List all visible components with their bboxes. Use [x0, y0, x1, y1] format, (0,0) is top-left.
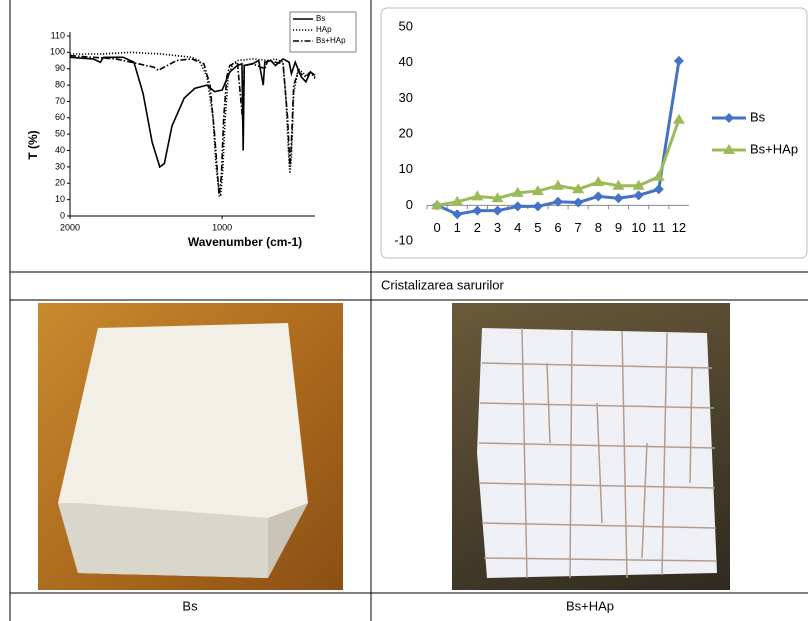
y-tick-label: 60	[55, 112, 65, 122]
marker	[634, 190, 644, 200]
x-tick-label: 12	[672, 220, 686, 235]
marker	[452, 209, 462, 219]
marker	[573, 197, 583, 207]
series-line	[437, 61, 679, 214]
y-tick-label: -10	[394, 232, 413, 247]
x-tick-label: 7	[575, 220, 582, 235]
x-tick-label: 0	[433, 220, 440, 235]
x-tick-label: 6	[554, 220, 561, 235]
marker	[593, 191, 603, 201]
series-line	[70, 57, 315, 167]
x-tick-label: 11	[652, 220, 666, 235]
legend-label: Bs	[750, 109, 766, 124]
x-tick-label: 3	[494, 220, 501, 235]
marker	[493, 206, 503, 216]
y-tick-label: 90	[55, 63, 65, 73]
x-tick-label: 1	[454, 220, 461, 235]
marker	[653, 171, 665, 181]
marker	[724, 113, 734, 123]
label-bs: Bs	[182, 598, 198, 613]
y-tick-label: 70	[55, 96, 65, 106]
marker	[513, 201, 523, 211]
y-tick-label: 0	[406, 197, 413, 212]
x-tick-label: 9	[615, 220, 622, 235]
marker	[472, 206, 482, 216]
y-tick-label: 80	[55, 79, 65, 89]
x-tick-label: 10	[631, 220, 645, 235]
y-tick-label: 100	[50, 47, 65, 57]
marker	[674, 56, 684, 66]
series-line	[70, 56, 315, 197]
marker	[654, 184, 664, 194]
marker	[592, 176, 604, 186]
legend-label: Bs	[316, 14, 325, 23]
y-tick-label: 20	[399, 125, 413, 140]
y-tick-label: 50	[399, 18, 413, 33]
document: Cristalizarea sarurilor Bs Bs+HAp T (%) …	[0, 0, 809, 621]
document-layer: Cristalizarea sarurilor Bs Bs+HAp T (%) …	[0, 0, 809, 621]
caption: Cristalizarea sarurilor	[381, 277, 504, 292]
y-tick-label: 30	[399, 90, 413, 105]
y-tick-label: 40	[399, 54, 413, 69]
series-line	[437, 120, 679, 206]
x-tick-label: 2000	[60, 222, 80, 232]
x-tick-label: 2	[474, 220, 481, 235]
y-tick-label: 30	[55, 161, 65, 171]
label-bs-hap: Bs+HAp	[566, 598, 614, 613]
legend-label: Bs+HAp	[316, 36, 346, 45]
x-axis-label: Wavenumber (cm-1)	[188, 235, 302, 249]
y-tick-label: 20	[55, 178, 65, 188]
y-tick-label: 0	[60, 210, 65, 220]
marker	[552, 180, 564, 190]
y-tick-label: 110	[51, 30, 65, 40]
marker	[673, 114, 685, 124]
legend-label: Bs+HAp	[750, 141, 798, 156]
y-tick-label: 40	[55, 145, 65, 155]
y-tick-label: 50	[55, 129, 65, 139]
y-tick-label: 10	[399, 161, 413, 176]
y-tick-label: 10	[55, 194, 65, 204]
x-tick-label: 8	[595, 220, 602, 235]
x-tick-label: 1000	[212, 222, 232, 232]
legend-label: HAp	[316, 25, 332, 34]
y-axis-label: T (%)	[26, 130, 40, 159]
marker	[613, 193, 623, 203]
series-line	[70, 52, 315, 196]
marker	[533, 201, 543, 211]
x-tick-label: 4	[514, 220, 521, 235]
page: Cristalizarea sarurilor Bs Bs+HAp T (%) …	[0, 0, 809, 621]
x-tick-label: 5	[534, 220, 541, 235]
